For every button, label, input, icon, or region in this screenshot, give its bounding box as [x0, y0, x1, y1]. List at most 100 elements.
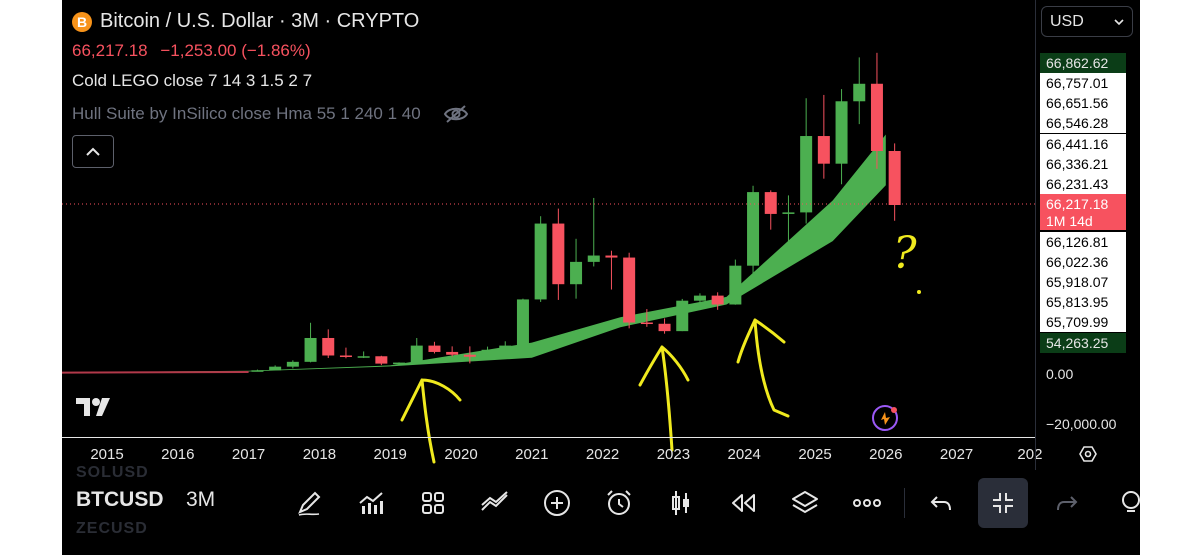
- price-row: 66,217.18 −1,253.00 (−1.86%): [72, 41, 319, 61]
- price-label-bg: [1040, 113, 1126, 133]
- indicator-cold-lego[interactable]: Cold LEGO close 7 14 3 1.5 2 7: [72, 71, 312, 91]
- candle: [463, 346, 476, 364]
- candle: [853, 57, 866, 125]
- candle-body: [251, 370, 264, 372]
- candle-body: [764, 192, 777, 214]
- eye-hidden-icon[interactable]: [443, 104, 469, 124]
- ghost-symbol-above: SOLUSD: [76, 464, 149, 481]
- hull-band: [71, 134, 886, 373]
- candle: [800, 98, 813, 224]
- candle-body: [870, 83, 883, 152]
- time-tick-label: 2019: [374, 446, 407, 463]
- bitcoin-logo-icon: B: [72, 11, 92, 32]
- candle: [499, 341, 512, 351]
- candle: [676, 298, 689, 332]
- candle: [570, 238, 583, 299]
- candle: [782, 195, 795, 249]
- time-tick-label: 2025: [798, 446, 831, 463]
- compare-icon[interactable]: [478, 486, 512, 520]
- add-icon[interactable]: [540, 486, 574, 520]
- collapse-legend-button[interactable]: [72, 135, 114, 168]
- layout-grid-icon[interactable]: [416, 486, 450, 520]
- price-axis: 66,862.62 66,757.01 66,651.56 66,546.28 66,4…: [1040, 53, 1126, 432]
- sparkle-icon: [872, 405, 898, 431]
- candle: [357, 351, 370, 359]
- price-tick-label: 66,651.56: [1046, 95, 1108, 111]
- draw-pencil-icon[interactable]: [292, 486, 326, 520]
- indicator-hull-suite[interactable]: Hull Suite by InSilico close Hma 55 1 24…: [72, 104, 469, 124]
- candle: [446, 346, 459, 357]
- axis-settings-icon: [1079, 446, 1097, 462]
- alarm-clock-icon[interactable]: [602, 486, 636, 520]
- symbol-title: Bitcoin / U.S. Dollar · 3M · CRYPTO: [100, 10, 420, 32]
- price-label-bg: [1040, 73, 1126, 93]
- candle-body: [711, 295, 724, 305]
- price-axis-divider: [1035, 0, 1036, 470]
- candle-body: [481, 349, 494, 357]
- candle: [605, 250, 618, 290]
- undo-icon[interactable]: [924, 486, 958, 520]
- chart-area[interactable]: ? 2015 2016 2017 2018 2019 2020 2021 2022 2023 20…: [62, 0, 1140, 470]
- time-tick-label: 2020: [444, 446, 477, 463]
- candle: [339, 347, 352, 359]
- indicators-icon[interactable]: [354, 486, 388, 520]
- replay-icon[interactable]: [726, 486, 760, 520]
- candle-body: [269, 366, 282, 371]
- candle: [251, 369, 264, 372]
- layers-icon[interactable]: [788, 486, 822, 520]
- candle: [552, 208, 565, 300]
- price-label-bg: [1040, 154, 1126, 174]
- candle: [835, 89, 848, 185]
- price-label-bg: [1040, 93, 1126, 113]
- candle-body: [552, 223, 565, 285]
- chevron-up-icon: [86, 147, 100, 156]
- chevron-down-icon: [1114, 18, 1124, 25]
- candle-body: [817, 136, 830, 164]
- price-change: −1,253.00 (−1.86%): [160, 41, 311, 60]
- price-label-bg: [1040, 292, 1126, 312]
- price-tick-label: −20,000.00: [1046, 416, 1117, 432]
- bulb-icon[interactable]: [1112, 486, 1140, 520]
- candle: [286, 360, 299, 369]
- more-icon[interactable]: [850, 486, 884, 520]
- price-tick-label: 54,263.25: [1046, 335, 1108, 351]
- candle-body: [534, 223, 547, 300]
- fullscreen-exit-button[interactable]: [978, 478, 1028, 528]
- candle-body: [304, 337, 317, 362]
- currency-select[interactable]: USD: [1041, 6, 1133, 37]
- candle-body: [835, 101, 848, 164]
- candle-body: [499, 345, 512, 350]
- price-tick-label: 66,022.36: [1046, 254, 1108, 270]
- candle-body: [357, 356, 370, 358]
- candle: [693, 293, 706, 311]
- collapse-arrows-icon: [993, 493, 1013, 513]
- candle: [534, 216, 547, 302]
- candle-body: [888, 151, 901, 205]
- candle: [322, 329, 335, 359]
- tradingview-logo: [76, 396, 114, 424]
- candle-body: [676, 300, 689, 332]
- candles-icon[interactable]: [664, 486, 698, 520]
- axis-divider: [62, 437, 1036, 438]
- price-label-bg: [1040, 134, 1126, 154]
- candle-body: [393, 362, 406, 365]
- candle: [711, 292, 724, 310]
- redo-icon[interactable]: [1050, 486, 1084, 520]
- candle: [729, 259, 742, 305]
- interval-button[interactable]: 3M: [186, 488, 216, 511]
- time-tick-label: 2017: [232, 446, 265, 463]
- candle-body: [853, 83, 866, 102]
- price-tick-label: 66,231.43: [1046, 176, 1108, 192]
- last-price: 66,217.18: [72, 41, 148, 60]
- candle-body: [658, 323, 671, 332]
- time-tick-label: 2021: [515, 446, 548, 463]
- candle-body: [375, 356, 388, 364]
- candle-body: [693, 295, 706, 301]
- candle: [587, 197, 600, 267]
- symbol-title-row[interactable]: B Bitcoin / U.S. Dollar · 3M · CRYPTO: [72, 10, 419, 33]
- time-tick-label: 2018: [303, 446, 336, 463]
- chart-frame: ? 2015 2016 2017 2018 2019 2020 2021 2022 2023 20…: [62, 0, 1140, 555]
- symbol-button[interactable]: BTCUSD: [76, 488, 164, 511]
- price-tick-label: 66,336.21: [1046, 156, 1108, 172]
- candle: [375, 355, 388, 366]
